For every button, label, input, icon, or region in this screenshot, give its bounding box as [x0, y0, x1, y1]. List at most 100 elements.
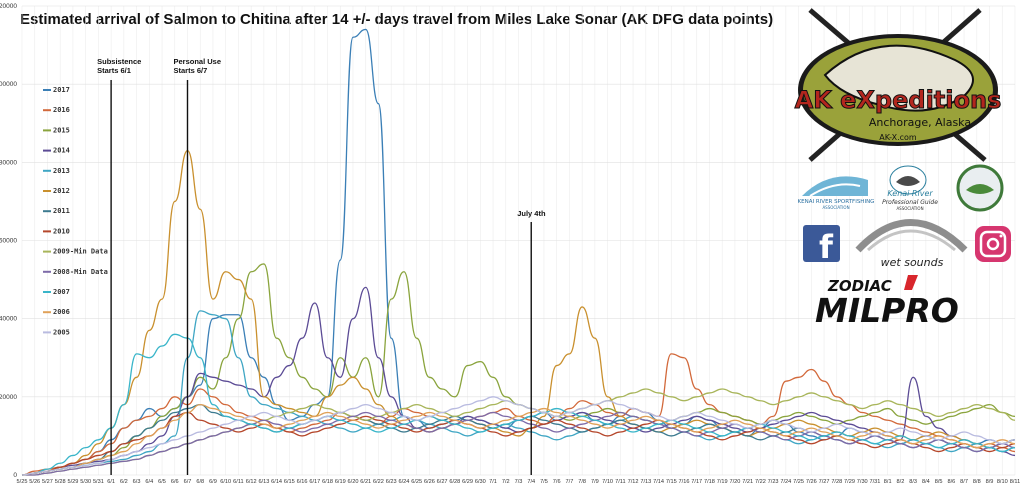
kenai-guide-logo: Kenai River Professional Guide ASSOCIATI… [882, 165, 938, 211]
x-tick-label: 7/26 [806, 479, 817, 485]
x-tick-label: 7/31 [870, 479, 881, 485]
legend-label: 2016 [53, 106, 70, 114]
x-tick-label: 6/14 [271, 479, 282, 485]
x-tick-label: 8/5 [935, 479, 943, 485]
x-tick-label: 8/4 [922, 479, 930, 485]
x-tick-label: 8/9 [986, 479, 994, 485]
legend-label: 2014 [53, 147, 70, 155]
zodiac-text: ZODIAC [827, 277, 892, 295]
x-tick-label: 6/3 [133, 479, 141, 485]
annotation-label: Personal Use [174, 57, 222, 66]
x-tick-label: 7/21 [742, 479, 753, 485]
x-tick-label: 6/20 [348, 479, 359, 485]
x-tick-label: 6/28 [449, 479, 460, 485]
brand-url: AK-X.com [879, 133, 917, 142]
y-tick-label: 0 [13, 472, 17, 479]
x-tick-label: 6/24 [398, 479, 409, 485]
x-tick-label: 7/28 [831, 479, 842, 485]
legend-label: 2006 [53, 308, 70, 316]
kenai-sportfishing-text: KENAI RIVER SPORTFISHING [798, 199, 875, 205]
y-tick-label: 60000 [0, 238, 17, 245]
y-tick-label: 80000 [0, 159, 17, 166]
x-tick-label: 7/30 [857, 479, 868, 485]
legend-label: 2009-Min Data [53, 248, 108, 256]
annotation-label: Starts 6/1 [97, 66, 131, 75]
x-tick-label: 6/2 [120, 479, 128, 485]
wet-sounds-text: wet sounds [881, 256, 944, 269]
annotation-label: Starts 6/7 [174, 66, 208, 75]
y-axis-ticks: 0 20000 40000 60000 80000 100000 120000 [0, 3, 17, 479]
x-tick-label: 7/9 [591, 479, 599, 485]
x-tick-label: 8/6 [947, 479, 955, 485]
milpro-text: MILPRO [815, 291, 959, 330]
x-tick-label: 6/23 [386, 479, 397, 485]
x-tick-label: 6/5 [158, 479, 166, 485]
x-tick-label: 6/1 [107, 479, 115, 485]
x-tick-label: 6/12 [246, 479, 257, 485]
x-tick-label: 7/16 [679, 479, 690, 485]
x-tick-label: 7/5 [540, 479, 548, 485]
wet-sounds-logo: wet sounds [855, 219, 968, 269]
x-tick-label: 6/18 [322, 479, 333, 485]
x-tick-label: 6/22 [373, 479, 384, 485]
kenai-sportfishing-logo: KENAI RIVER SPORTFISHING ASSOCIATION [798, 176, 875, 210]
zodiac-milpro-logo: ZODIAC MILPRO [815, 275, 959, 330]
kenai-guide-sub2: ASSOCIATION [896, 206, 923, 211]
x-tick-label: 7/18 [704, 479, 715, 485]
legend-label: 2005 [53, 328, 70, 336]
x-tick-label: 6/29 [462, 479, 473, 485]
legend-label: 2010 [53, 227, 70, 235]
x-tick-label: 6/9 [209, 479, 217, 485]
kenai-guide-text: Kenai River [887, 189, 933, 198]
brand-location: Anchorage, Alaska [869, 116, 971, 129]
x-tick-label: 7/1 [489, 479, 497, 485]
x-tick-label: 6/4 [145, 479, 153, 485]
x-tick-label: 6/25 [411, 479, 422, 485]
x-tick-label: 7/25 [793, 479, 804, 485]
x-tick-label: 5/26 [29, 479, 40, 485]
instagram-icon[interactable] [975, 226, 1011, 262]
x-tick-label: 6/10 [220, 479, 231, 485]
x-tick-label: 7/8 [578, 479, 586, 485]
chart-title: Estimated arrival of Salmon to Chitina a… [20, 11, 773, 28]
legend-label: 2011 [53, 207, 70, 215]
kenai-guide-sub: Professional Guide [882, 199, 938, 206]
y-tick-label: 40000 [0, 316, 17, 323]
x-tick-label: 7/29 [844, 479, 855, 485]
x-tick-label: 7/19 [717, 479, 728, 485]
x-tick-label: 6/26 [424, 479, 435, 485]
legend-label: 2007 [53, 288, 70, 296]
facebook-letter: f [819, 228, 834, 266]
y-tick-label: 20000 [0, 394, 17, 401]
x-tick-label: 6/21 [360, 479, 371, 485]
annotation-label: Subsistence [97, 57, 141, 66]
x-tick-label: 7/7 [566, 479, 574, 485]
x-tick-label: 7/14 [653, 479, 664, 485]
x-tick-label: 7/12 [628, 479, 639, 485]
x-tick-label: 7/24 [780, 479, 791, 485]
x-tick-label: 7/22 [755, 479, 766, 485]
x-tick-label: 6/13 [258, 479, 269, 485]
x-tick-label: 7/6 [553, 479, 561, 485]
x-tick-label: 7/13 [640, 479, 651, 485]
x-tick-label: 6/16 [297, 479, 308, 485]
x-tick-label: 5/31 [93, 479, 104, 485]
x-tick-label: 6/8 [196, 479, 204, 485]
legend-label: 2013 [53, 167, 70, 175]
ak-expeditions-logo: AK eXpeditions Anchorage, Alaska AK-X.co… [794, 8, 1002, 162]
x-tick-label: 6/7 [184, 479, 192, 485]
x-tick-label: 8/7 [960, 479, 968, 485]
x-tick-label: 6/30 [475, 479, 486, 485]
x-tick-label: 6/11 [233, 479, 243, 485]
x-tick-label: 7/10 [602, 479, 613, 485]
x-tick-label: 8/11 [1010, 479, 1020, 485]
x-tick-label: 6/6 [171, 479, 179, 485]
x-tick-label: 6/15 [284, 479, 295, 485]
x-tick-label: 7/27 [819, 479, 830, 485]
facebook-icon[interactable]: f [803, 225, 840, 266]
x-tick-label: 6/17 [309, 479, 320, 485]
x-tick-label: 5/30 [80, 479, 91, 485]
x-tick-label: 5/27 [42, 479, 53, 485]
